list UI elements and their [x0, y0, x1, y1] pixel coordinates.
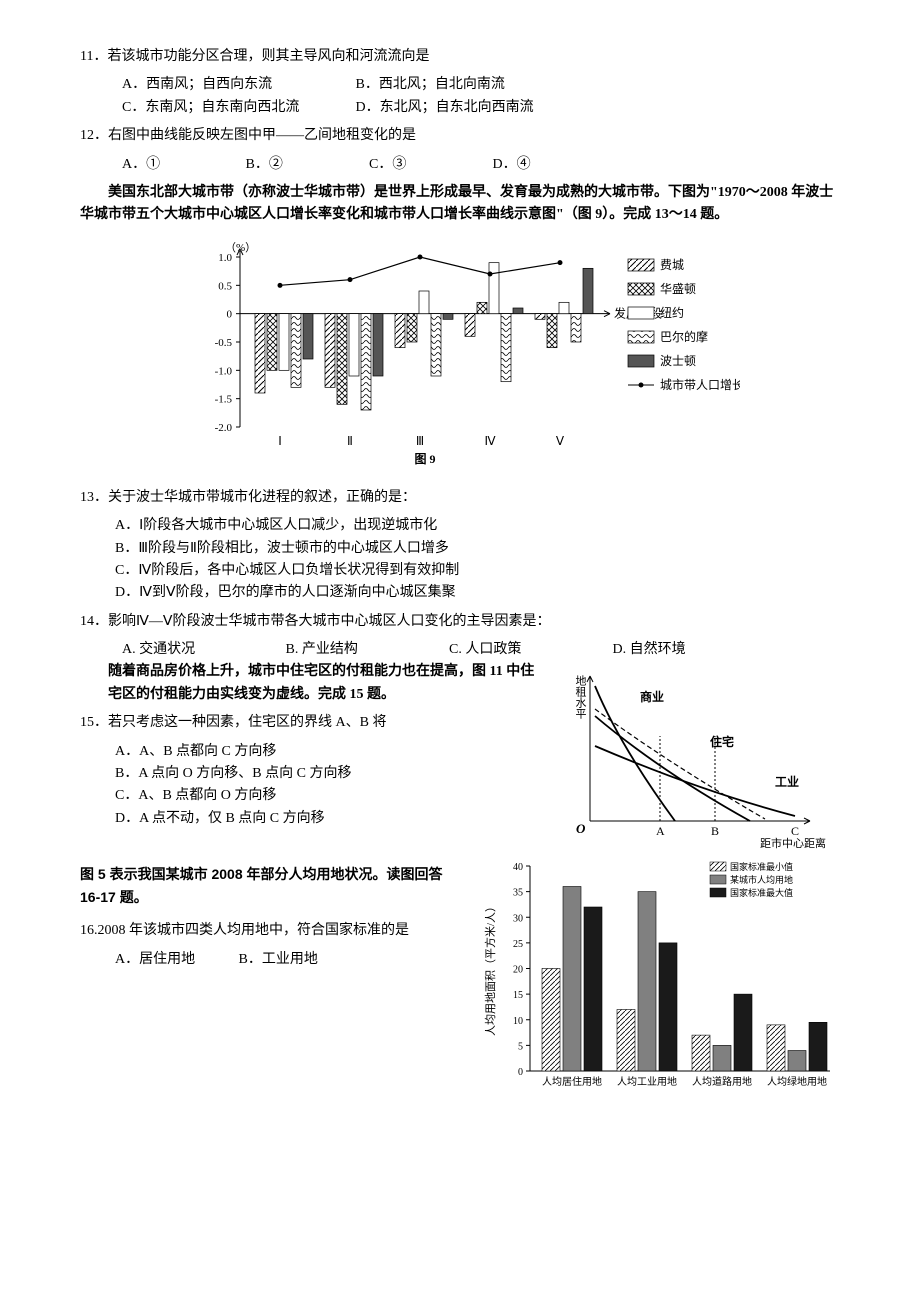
svg-text:华盛顿: 华盛顿	[660, 281, 696, 296]
svg-text:某城市人均用地: 某城市人均用地	[730, 874, 793, 885]
q-num: 14．	[80, 614, 108, 629]
svg-text:B: B	[711, 824, 719, 838]
q16-opt-b: B．工业用地	[239, 952, 318, 967]
svg-text:纽约: 纽约	[660, 305, 684, 320]
svg-text:地租水平: 地租水平	[574, 675, 587, 720]
q12-opt-d: D．④	[493, 154, 531, 176]
svg-text:C: C	[791, 824, 799, 838]
q11-opt-b: B．西北风；自北向南流	[356, 74, 505, 96]
svg-text:0: 0	[227, 308, 233, 320]
svg-text:图 9: 图 9	[414, 452, 435, 466]
q15-opt-c: C．A、B 点都向 O 方向移	[80, 785, 544, 807]
q14-opt-d: D. 自然环境	[613, 639, 686, 661]
svg-text:-1.0: -1.0	[215, 365, 233, 377]
q16-block: 图 5 表示我国某城市 2008 年部分人均用地状况。读图回答 16-17 题。…	[80, 851, 840, 1111]
svg-text:Ⅲ: Ⅲ	[416, 434, 424, 448]
q13-opt-d: D．Ⅳ到Ⅴ阶段，巴尔的摩市的人口逐渐向中心城区集聚	[80, 582, 840, 604]
q12: 12．右图中曲线能反映左图中甲——乙间地租变化的是	[80, 125, 840, 147]
q-stem: 右图中曲线能反映左图中甲——乙间地租变化的是	[108, 128, 416, 143]
q14-opt-a: A. 交通状况	[122, 639, 282, 661]
q11-opt-c: C．东南风；自东南向西北流	[122, 97, 352, 119]
svg-text:国家标准最小值: 国家标准最小值	[730, 861, 793, 872]
chart9-svg: 1.00.50-0.5-1.0-1.5-2.0（%）ⅠⅡⅢⅣⅤ发展阶段图 9费城…	[180, 237, 740, 477]
svg-text:30: 30	[513, 914, 523, 925]
q14-opt-c: C. 人口政策	[449, 639, 609, 661]
svg-text:距市中心距离: 距市中心距离	[760, 836, 826, 850]
intro-fig5: 图 5 表示我国某城市 2008 年部分人均用地状况。读图回答 16-17 题。	[80, 863, 464, 908]
svg-text:Ⅰ: Ⅰ	[278, 434, 282, 448]
svg-text:A: A	[656, 824, 665, 838]
svg-text:人均用地面积（平方米/人）: 人均用地面积（平方米/人）	[483, 901, 497, 1036]
svg-text:Ⅳ: Ⅳ	[484, 434, 495, 448]
q11-opts-row1: A．西南风；自西向东流 B．西北风；自北向南流	[80, 74, 840, 96]
svg-text:O: O	[576, 821, 586, 836]
q15-opt-d: D．A 点不动，仅 B 点向 C 方向移	[80, 808, 544, 830]
svg-text:0.5: 0.5	[218, 280, 232, 292]
q-stem: 关于波士华城市带城市化进程的叙述，正确的是：	[108, 490, 416, 505]
svg-text:0: 0	[518, 1067, 523, 1078]
q-stem: 影响Ⅳ—Ⅴ阶段波士华城市带各大城市中心城区人口变化的主导因素是：	[108, 614, 551, 629]
q12-opt-a: A．①	[122, 154, 242, 176]
svg-text:工业: 工业	[775, 774, 799, 789]
intro-fig9: 美国东北部大城市带（亦称波士华城市带）是世界上形成最早、发育最为成熟的大城市带。…	[80, 182, 840, 227]
svg-text:10: 10	[513, 1016, 523, 1027]
svg-text:人均居住用地: 人均居住用地	[542, 1075, 602, 1088]
q-stem: 2008 年该城市四类人均用地中，符合国家标准的是	[98, 923, 410, 938]
q-num: 11．	[80, 49, 107, 64]
q14-opts: A. 交通状况 B. 产业结构 C. 人口政策 D. 自然环境	[80, 639, 840, 661]
svg-text:城市带人口增长率: 城市带人口增长率	[660, 377, 740, 392]
q-num: 13．	[80, 490, 108, 505]
q-stem: 若该城市功能分区合理，则其主导风向和河流流向是	[107, 49, 429, 64]
q-num: 16.	[80, 923, 98, 938]
svg-text:商业: 商业	[640, 689, 664, 704]
svg-text:Ⅱ: Ⅱ	[347, 434, 353, 448]
q-stem: 若只考虑这一种因素，住宅区的界线 A、B 将	[108, 715, 386, 730]
q15-opt-b: B．A 点向 O 方向移、B 点向 C 方向移	[80, 763, 544, 785]
svg-text:5: 5	[518, 1042, 523, 1053]
q15: 15．若只考虑这一种因素，住宅区的界线 A、B 将	[80, 712, 544, 734]
q16-opts: A．居住用地 B．工业用地	[80, 949, 464, 971]
q11-opt-a: A．西南风；自西向东流	[122, 74, 352, 96]
svg-text:20: 20	[513, 965, 523, 976]
svg-text:-1.5: -1.5	[215, 393, 233, 405]
svg-text:Ⅴ: Ⅴ	[556, 434, 565, 448]
q11-opt-d: D．东北风；自东北向西南流	[356, 97, 534, 119]
svg-text:波士顿: 波士顿	[660, 354, 696, 368]
q14: 14．影响Ⅳ—Ⅴ阶段波士华城市带各大城市中心城区人口变化的主导因素是：	[80, 611, 840, 633]
q13-opt-c: C．Ⅳ阶段后，各中心城区人口负增长状况得到有效抑制	[80, 560, 840, 582]
q12-opt-b: B．②	[246, 154, 366, 176]
svg-text:人均道路用地: 人均道路用地	[692, 1075, 752, 1088]
svg-text:人均绿地用地: 人均绿地用地	[767, 1075, 827, 1088]
q15-block: 随着商品房价格上升，城市中住宅区的付租能力也在提高，图 11 中住宅区的付租能力…	[80, 661, 840, 851]
q11-opts-row2: C．东南风；自东南向西北流 D．东北风；自东北向西南流	[80, 97, 840, 119]
svg-text:国家标准最大值: 国家标准最大值	[730, 887, 793, 898]
q12-opt-c: C．③	[369, 154, 489, 176]
q11: 11．若该城市功能分区合理，则其主导风向和河流流向是	[80, 46, 840, 68]
svg-text:-2.0: -2.0	[215, 422, 233, 434]
q13-opt-a: A．Ⅰ阶段各大城市中心城区人口减少，出现逆城市化	[80, 515, 840, 537]
svg-text:35: 35	[513, 888, 523, 899]
q14-opt-b: B. 产业结构	[286, 639, 446, 661]
q-num: 12．	[80, 128, 108, 143]
q16: 16.2008 年该城市四类人均用地中，符合国家标准的是	[80, 920, 464, 942]
svg-text:人均工业用地: 人均工业用地	[617, 1075, 677, 1088]
q15-opt-a: A．A、B 点都向 C 方向移	[80, 741, 544, 763]
svg-text:巴尔的摩: 巴尔的摩	[660, 329, 708, 344]
intro-fig11: 随着商品房价格上升，城市中住宅区的付租能力也在提高，图 11 中住宅区的付租能力…	[80, 661, 544, 706]
q-num: 15．	[80, 715, 108, 730]
svg-text:费城: 费城	[660, 258, 684, 272]
svg-text:（%）: （%）	[225, 241, 256, 254]
svg-text:40: 40	[513, 862, 523, 873]
chart5-svg: 0 5 10 15 20 25 30 35 40 人均用地面积（平方米/人） 人均居住用地 人均工业用…	[480, 851, 840, 1111]
svg-text:住宅: 住宅	[710, 734, 734, 749]
svg-text:-0.5: -0.5	[215, 337, 233, 349]
q13: 13．关于波士华城市带城市化进程的叙述，正确的是：	[80, 487, 840, 509]
svg-text:15: 15	[513, 991, 523, 1002]
q12-opts: A．① B．② C．③ D．④	[80, 154, 840, 176]
svg-text:25: 25	[513, 939, 523, 950]
q13-opt-b: B．Ⅲ阶段与Ⅱ阶段相比，波士顿市的中心城区人口增多	[80, 538, 840, 560]
fig11-svg: 商业住宅工业 O A B C 地租水平距市中心距离	[560, 661, 840, 851]
q16-opt-a: A．居住用地	[115, 949, 235, 971]
chart-fig9: 1.00.50-0.5-1.0-1.5-2.0（%）ⅠⅡⅢⅣⅤ发展阶段图 9费城…	[80, 237, 840, 477]
